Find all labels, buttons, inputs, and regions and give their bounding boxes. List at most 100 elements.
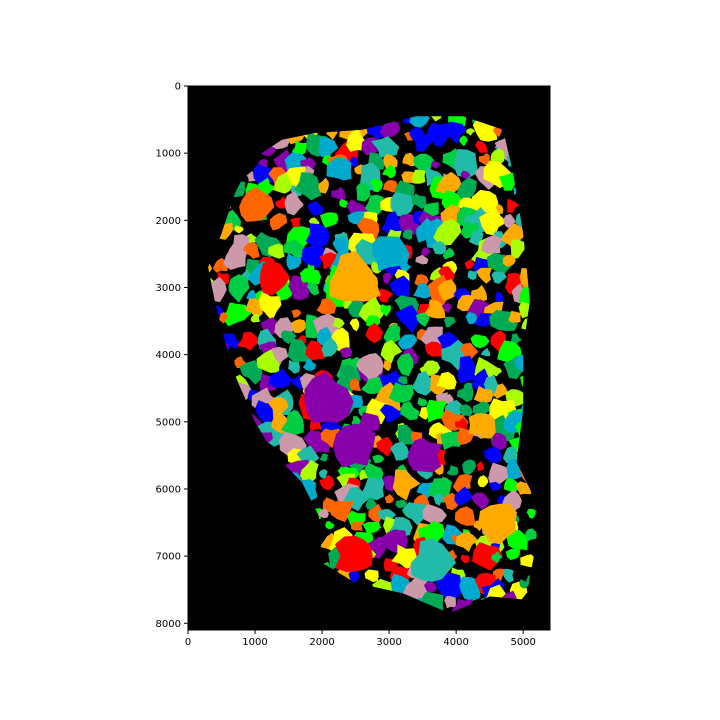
segment-region — [480, 347, 491, 357]
segment-region — [423, 202, 439, 217]
segment-region — [275, 196, 287, 209]
segment-region — [442, 247, 455, 260]
segment-region — [441, 302, 453, 313]
segment-region — [379, 121, 401, 138]
segment-region — [348, 569, 360, 584]
y-tick-label: 1000 — [156, 149, 181, 160]
segment-region — [453, 149, 479, 179]
segment-region — [382, 180, 399, 193]
segment-region — [280, 410, 304, 435]
segment-region — [230, 338, 241, 349]
segment-region — [217, 312, 228, 324]
segment-region — [390, 192, 415, 218]
segment-region — [430, 160, 441, 169]
segment-region — [274, 317, 298, 338]
segment-region — [350, 156, 359, 167]
segment-region — [508, 310, 521, 323]
segment-region — [392, 469, 421, 501]
segment-region — [383, 153, 398, 169]
segment-region — [458, 404, 473, 417]
segment-region — [287, 338, 313, 363]
segment-region — [436, 371, 457, 390]
segment-region — [433, 136, 443, 147]
segment-region — [478, 153, 490, 166]
segment-region — [502, 254, 516, 267]
segment-region — [284, 191, 304, 216]
segment-region — [483, 446, 502, 464]
segment-region — [415, 312, 430, 327]
y-tick-label: 4000 — [156, 350, 181, 361]
segment-region — [454, 506, 476, 526]
segment-region — [390, 441, 409, 461]
x-tick-label: 2000 — [309, 637, 334, 648]
segment-region — [267, 396, 289, 418]
segment-region — [383, 323, 401, 344]
segment-region — [388, 382, 414, 403]
segment-region — [396, 352, 414, 377]
segment-region — [515, 481, 532, 495]
segment-region — [291, 374, 306, 390]
y-tick-label: 7000 — [156, 552, 181, 563]
segment-region — [319, 453, 329, 462]
y-tick-label: 6000 — [156, 484, 181, 495]
segment-region — [346, 128, 367, 152]
segment-region — [234, 225, 244, 234]
segment-region — [370, 136, 400, 158]
segment-region — [476, 267, 492, 284]
segment-region — [372, 236, 410, 272]
segment-region — [426, 399, 447, 423]
segment-region — [382, 164, 397, 179]
segment-region — [526, 508, 536, 519]
segment-region — [223, 248, 247, 270]
segment-region — [364, 194, 384, 216]
segment-region — [479, 207, 508, 236]
segment-region — [473, 385, 493, 404]
segment-region — [446, 465, 459, 476]
segment-region — [440, 431, 461, 450]
segment-region — [237, 331, 261, 351]
segment-region — [358, 296, 387, 324]
segment-region — [466, 128, 476, 136]
y-tick-label: 5000 — [156, 417, 181, 428]
segment-region — [441, 476, 453, 489]
segment-region — [462, 459, 477, 475]
segment-region — [364, 569, 379, 583]
segment-region — [475, 140, 488, 153]
segment-region — [460, 170, 471, 181]
segment-region — [267, 368, 292, 389]
segment-region — [468, 413, 496, 439]
segment-region — [400, 401, 420, 421]
segment-region — [456, 177, 477, 204]
segment-region — [452, 473, 473, 494]
segment-region — [395, 304, 424, 334]
segment-region — [306, 282, 319, 296]
segment-region — [457, 355, 478, 384]
segment-region — [361, 477, 386, 501]
segment-region — [437, 278, 457, 301]
segment-region — [470, 334, 490, 349]
segment-region — [493, 383, 508, 399]
segment-region — [402, 229, 413, 240]
segment-region — [489, 398, 517, 424]
segment-region — [228, 274, 250, 303]
segment-region — [403, 502, 429, 526]
segment-region — [407, 437, 442, 473]
segment-region — [455, 417, 468, 430]
segment-region — [301, 241, 329, 268]
segment-region — [507, 198, 520, 213]
segment-region — [245, 298, 263, 319]
segment-region — [335, 535, 373, 572]
segment-region — [490, 148, 505, 165]
segment-region — [319, 474, 335, 491]
segment-region — [417, 521, 446, 549]
segment-region — [325, 521, 335, 530]
segment-region — [378, 509, 396, 524]
segment-region — [268, 243, 285, 259]
segment-region — [305, 340, 329, 361]
segment-region — [505, 548, 521, 560]
segment-region — [368, 503, 384, 524]
segment-region — [435, 171, 463, 199]
segment-region — [381, 211, 406, 238]
segment-region — [426, 116, 442, 122]
